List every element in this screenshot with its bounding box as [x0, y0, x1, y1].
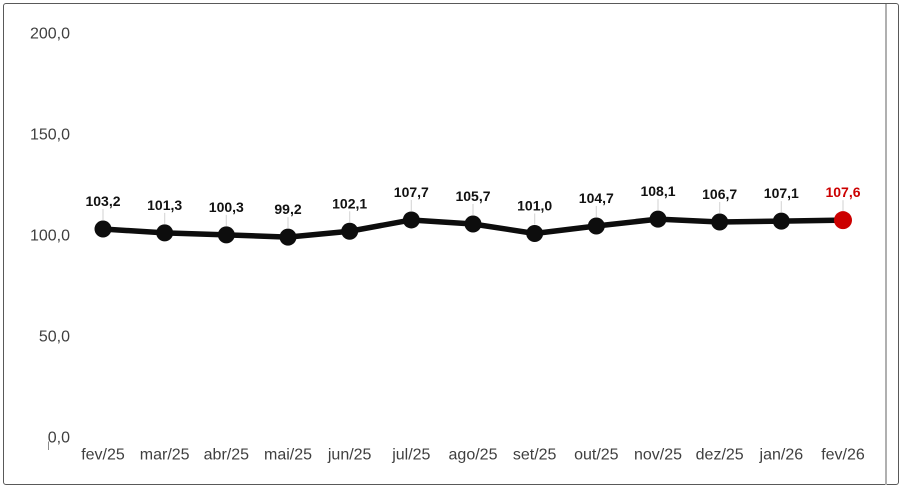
data-point [217, 226, 235, 244]
data-point-label: 105,7 [455, 188, 490, 204]
data-point-label: 102,1 [332, 195, 367, 211]
y-axis-tick-label: 200,0 [30, 26, 70, 43]
y-axis-tick-label: 0,0 [48, 430, 70, 447]
data-point [402, 211, 420, 229]
data-point [341, 222, 359, 240]
data-point-highlight [834, 211, 852, 230]
x-axis-tick-label: abr/25 [204, 447, 249, 464]
data-point-label: 103,2 [85, 193, 120, 209]
right-divider-line [885, 4, 887, 485]
x-axis-tick-label: dez/25 [696, 447, 744, 464]
x-axis-tick-label: out/25 [574, 447, 619, 464]
y-axis-tick-label: 100,0 [30, 228, 70, 245]
x-axis-tick-label: jun/25 [327, 447, 372, 464]
data-point-label: 101,3 [147, 197, 182, 213]
data-point-label: 104,7 [579, 190, 614, 206]
x-axis-tick-label: mai/25 [264, 447, 312, 464]
data-point-label: 101,0 [517, 197, 552, 213]
data-point [94, 220, 112, 238]
data-point-label: 107,7 [394, 184, 429, 200]
x-axis-tick-label: nov/25 [634, 447, 682, 464]
data-point [649, 210, 667, 228]
x-axis-tick-label: jan/26 [759, 447, 804, 464]
data-point-label: 108,1 [640, 183, 675, 199]
x-axis-tick-label: mar/25 [140, 447, 190, 464]
data-point-label: 100,3 [209, 199, 244, 215]
x-axis-tick-label: ago/25 [449, 447, 498, 464]
y-axis-tick-label: 50,0 [39, 329, 70, 346]
x-axis-tick-label: fev/25 [81, 447, 125, 464]
data-point [526, 224, 544, 242]
data-point [156, 224, 174, 242]
data-point [279, 228, 297, 246]
x-axis-tick-label: set/25 [513, 447, 557, 464]
data-point [464, 215, 482, 233]
data-point [587, 217, 605, 235]
data-point-label: 106,7 [702, 186, 737, 202]
data-point-label: 107,1 [764, 185, 799, 201]
data-point [711, 213, 729, 231]
data-point-label: 107,6 [825, 184, 860, 200]
x-axis-tick-label: jul/25 [391, 447, 430, 464]
data-point-label: 99,2 [274, 201, 301, 217]
x-axis-tick-label: fev/26 [821, 447, 865, 464]
y-axis-tick-label: 150,0 [30, 127, 70, 144]
data-point [772, 212, 790, 230]
